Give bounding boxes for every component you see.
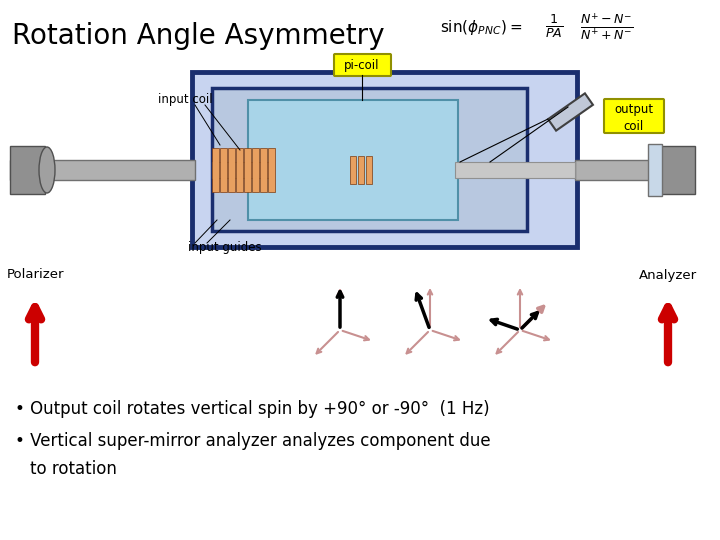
Text: Rotation Angle Asymmetry: Rotation Angle Asymmetry — [12, 22, 384, 50]
Text: output
coil: output coil — [614, 104, 654, 132]
Bar — [260, 148, 267, 192]
Bar — [358, 156, 364, 184]
Bar — [575, 160, 680, 180]
FancyBboxPatch shape — [604, 99, 664, 133]
Bar — [248, 100, 458, 220]
Bar — [212, 148, 219, 192]
Bar — [228, 148, 235, 192]
Text: input coil: input coil — [158, 93, 212, 106]
Bar — [212, 88, 527, 231]
Bar — [192, 72, 577, 247]
Text: • Output coil rotates vertical spin by +90° or -90°  (1 Hz): • Output coil rotates vertical spin by +… — [15, 400, 490, 418]
Text: • Vertical super-mirror analyzer analyzes component due: • Vertical super-mirror analyzer analyze… — [15, 432, 490, 450]
Text: to rotation: to rotation — [30, 460, 117, 478]
Text: $\sin(\phi_{PNC})=$: $\sin(\phi_{PNC})=$ — [440, 18, 522, 37]
Bar — [660, 146, 695, 194]
Text: $\frac{N^{+}-N^{-}}{N^{+}+N^{-}}$: $\frac{N^{+}-N^{-}}{N^{+}+N^{-}}$ — [580, 12, 634, 43]
FancyBboxPatch shape — [334, 54, 391, 76]
Bar — [252, 148, 259, 192]
Bar — [220, 148, 227, 192]
Bar — [10, 146, 45, 194]
Polygon shape — [548, 93, 593, 131]
Bar — [212, 162, 272, 178]
Text: Polarizer: Polarizer — [6, 268, 64, 281]
Bar — [10, 160, 195, 180]
Bar — [236, 148, 243, 192]
Bar — [455, 162, 575, 178]
Bar — [648, 144, 662, 196]
Bar — [350, 156, 356, 184]
Bar — [244, 148, 251, 192]
Text: $\frac{1}{PA}$: $\frac{1}{PA}$ — [545, 12, 563, 40]
Bar — [268, 148, 275, 192]
Text: input guides: input guides — [188, 241, 262, 254]
Text: Analyzer: Analyzer — [639, 268, 697, 281]
Bar — [366, 156, 372, 184]
Ellipse shape — [39, 147, 55, 193]
Text: pi-coil: pi-coil — [344, 58, 379, 71]
